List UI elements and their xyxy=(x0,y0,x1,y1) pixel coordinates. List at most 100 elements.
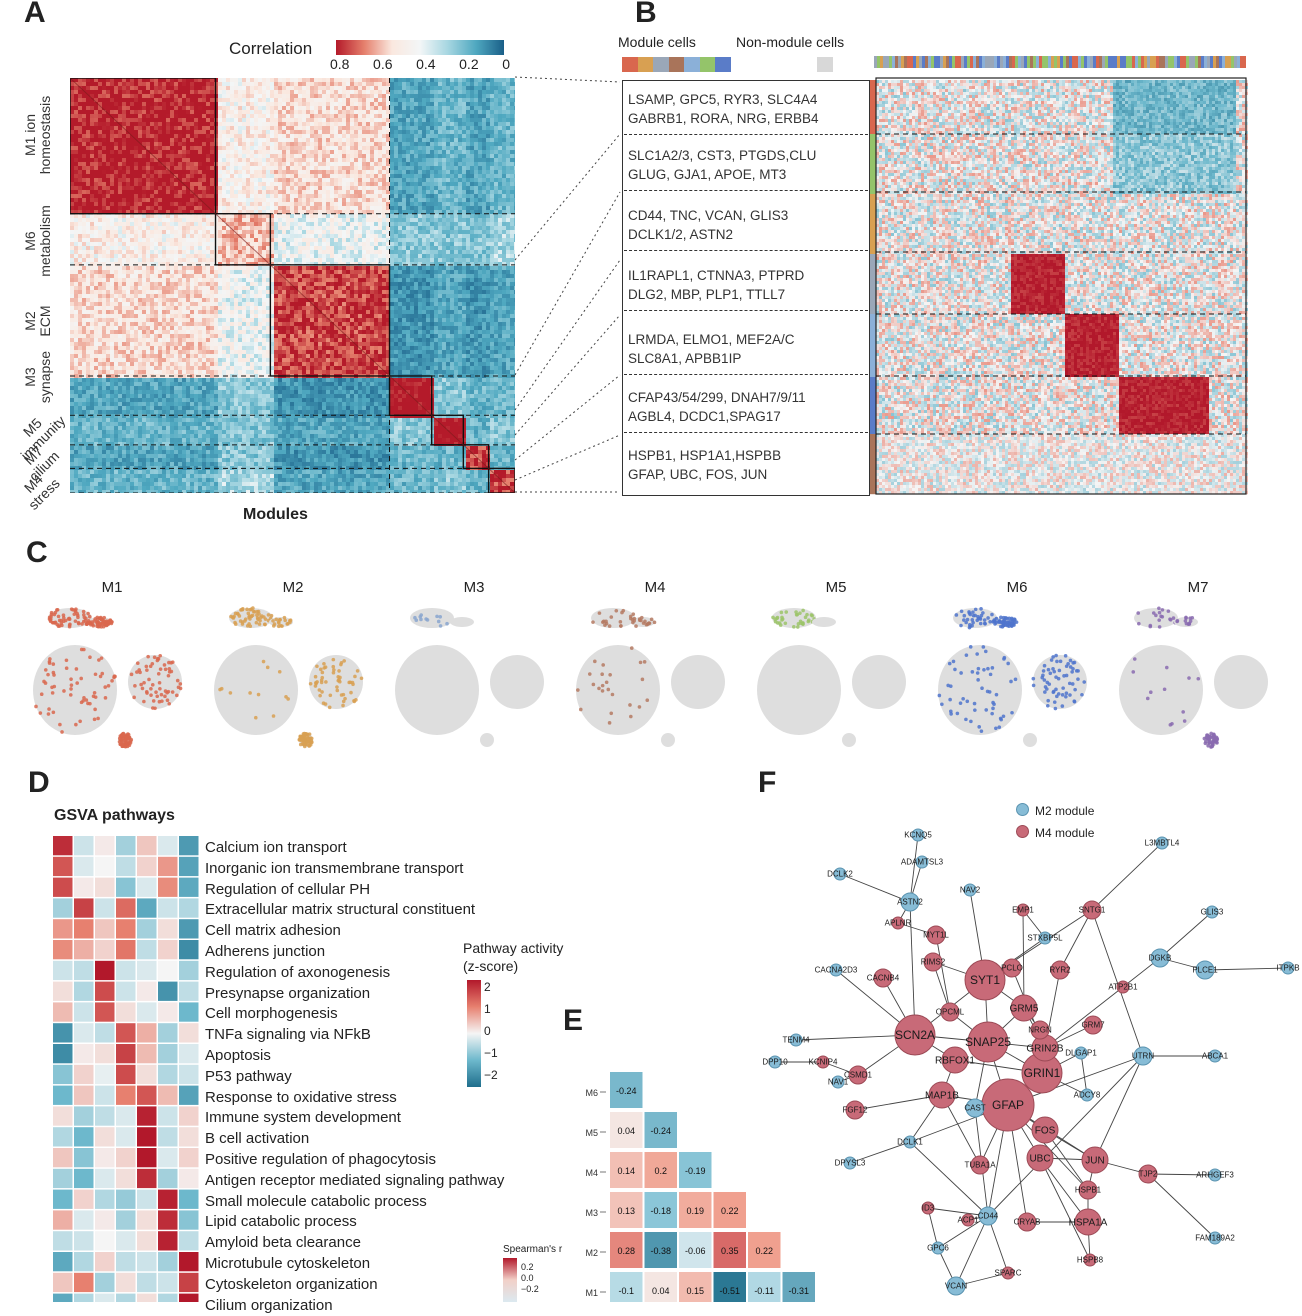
corr-cell xyxy=(138,78,143,83)
corr-cell xyxy=(486,98,491,103)
corr-cell xyxy=(430,118,435,123)
corr-cell xyxy=(462,90,467,95)
corr-cell xyxy=(474,214,479,219)
corr-cell xyxy=(310,230,315,235)
corr-cell xyxy=(166,222,171,227)
corr-cell xyxy=(274,94,279,99)
corr-cell xyxy=(290,110,295,115)
corr-cell xyxy=(82,150,87,155)
corr-cell xyxy=(194,226,199,231)
corr-cell xyxy=(174,222,179,227)
corr-cell xyxy=(70,242,75,247)
corr-cell xyxy=(462,122,467,127)
corr-cell xyxy=(442,206,447,211)
corr-cell xyxy=(390,218,395,223)
corr-cell xyxy=(334,154,339,159)
corr-cell xyxy=(374,122,379,127)
corr-cell xyxy=(302,214,307,219)
corr-cell xyxy=(126,226,131,231)
corr-cell xyxy=(182,226,187,231)
corr-cell xyxy=(494,166,499,171)
corr-cell xyxy=(406,90,411,95)
corr-cell xyxy=(178,190,183,195)
corr-cell xyxy=(358,146,363,151)
corr-cell xyxy=(398,118,403,123)
corr-cell xyxy=(426,150,431,155)
corr-cell xyxy=(146,114,151,119)
corr-cell xyxy=(326,174,331,179)
corr-cell xyxy=(322,82,327,87)
corr-cell xyxy=(474,170,479,175)
corr-cell xyxy=(366,86,371,91)
corr-cell xyxy=(114,214,119,219)
corr-cell xyxy=(166,122,171,127)
corr-cell xyxy=(338,94,343,99)
corr-cell xyxy=(150,190,155,195)
corr-cell xyxy=(298,178,303,183)
corr-cell xyxy=(354,174,359,179)
corr-cell xyxy=(434,130,439,135)
corr-cell xyxy=(306,142,311,147)
corr-cell xyxy=(258,150,263,155)
corr-cell xyxy=(514,218,515,223)
corr-cell xyxy=(106,110,111,115)
corr-cell xyxy=(266,98,271,103)
corr-cell xyxy=(458,206,463,211)
corr-cell xyxy=(386,158,391,163)
corr-cell xyxy=(474,226,479,231)
corr-cell xyxy=(126,154,131,159)
corr-cell xyxy=(74,98,79,103)
corr-cell xyxy=(246,102,251,107)
corr-cell xyxy=(454,210,459,215)
corr-cell xyxy=(446,194,451,199)
corr-cell xyxy=(334,110,339,115)
corr-cell xyxy=(454,102,459,107)
corr-cell xyxy=(374,82,379,87)
corr-cell xyxy=(454,138,459,143)
corr-cell xyxy=(286,166,291,171)
corr-cell xyxy=(110,226,115,231)
corr-cell xyxy=(286,82,291,87)
corr-cell xyxy=(78,118,83,123)
corr-cell xyxy=(302,146,307,151)
corr-cell xyxy=(286,230,291,235)
corr-cell xyxy=(106,218,111,223)
corr-cell xyxy=(210,170,215,175)
corr-cell xyxy=(278,166,283,171)
corr-cell xyxy=(130,218,135,223)
corr-cell xyxy=(210,190,215,195)
corr-cell xyxy=(222,214,227,219)
corr-cell xyxy=(346,110,351,115)
corr-cell xyxy=(218,82,223,87)
corr-cell xyxy=(422,98,427,103)
corr-cell xyxy=(206,170,211,175)
corr-cell xyxy=(282,194,287,199)
corr-cell xyxy=(298,162,303,167)
corr-cell xyxy=(318,210,323,215)
corr-cell xyxy=(514,222,515,227)
corr-cell xyxy=(110,138,115,143)
corr-cell xyxy=(426,178,431,183)
corr-cell xyxy=(158,214,163,219)
corr-cell xyxy=(474,114,479,119)
corr-cell xyxy=(446,230,451,235)
corr-cell xyxy=(338,174,343,179)
corr-cell xyxy=(174,146,179,151)
corr-cell xyxy=(202,198,207,203)
corr-cell xyxy=(210,198,215,203)
corr-cell xyxy=(414,122,419,127)
corr-cell xyxy=(98,134,103,139)
corr-cell xyxy=(162,94,167,99)
corr-cell xyxy=(398,138,403,143)
corr-cell xyxy=(194,234,199,239)
corr-cell xyxy=(426,202,431,207)
corr-cell xyxy=(234,218,239,223)
corr-cell xyxy=(490,154,495,159)
corr-cell xyxy=(202,254,207,259)
corr-cell xyxy=(462,114,467,119)
corr-cell xyxy=(414,238,419,243)
corr-cell xyxy=(510,118,515,123)
corr-cell xyxy=(382,90,387,95)
corr-cell xyxy=(398,110,403,115)
corr-cell xyxy=(426,206,431,211)
